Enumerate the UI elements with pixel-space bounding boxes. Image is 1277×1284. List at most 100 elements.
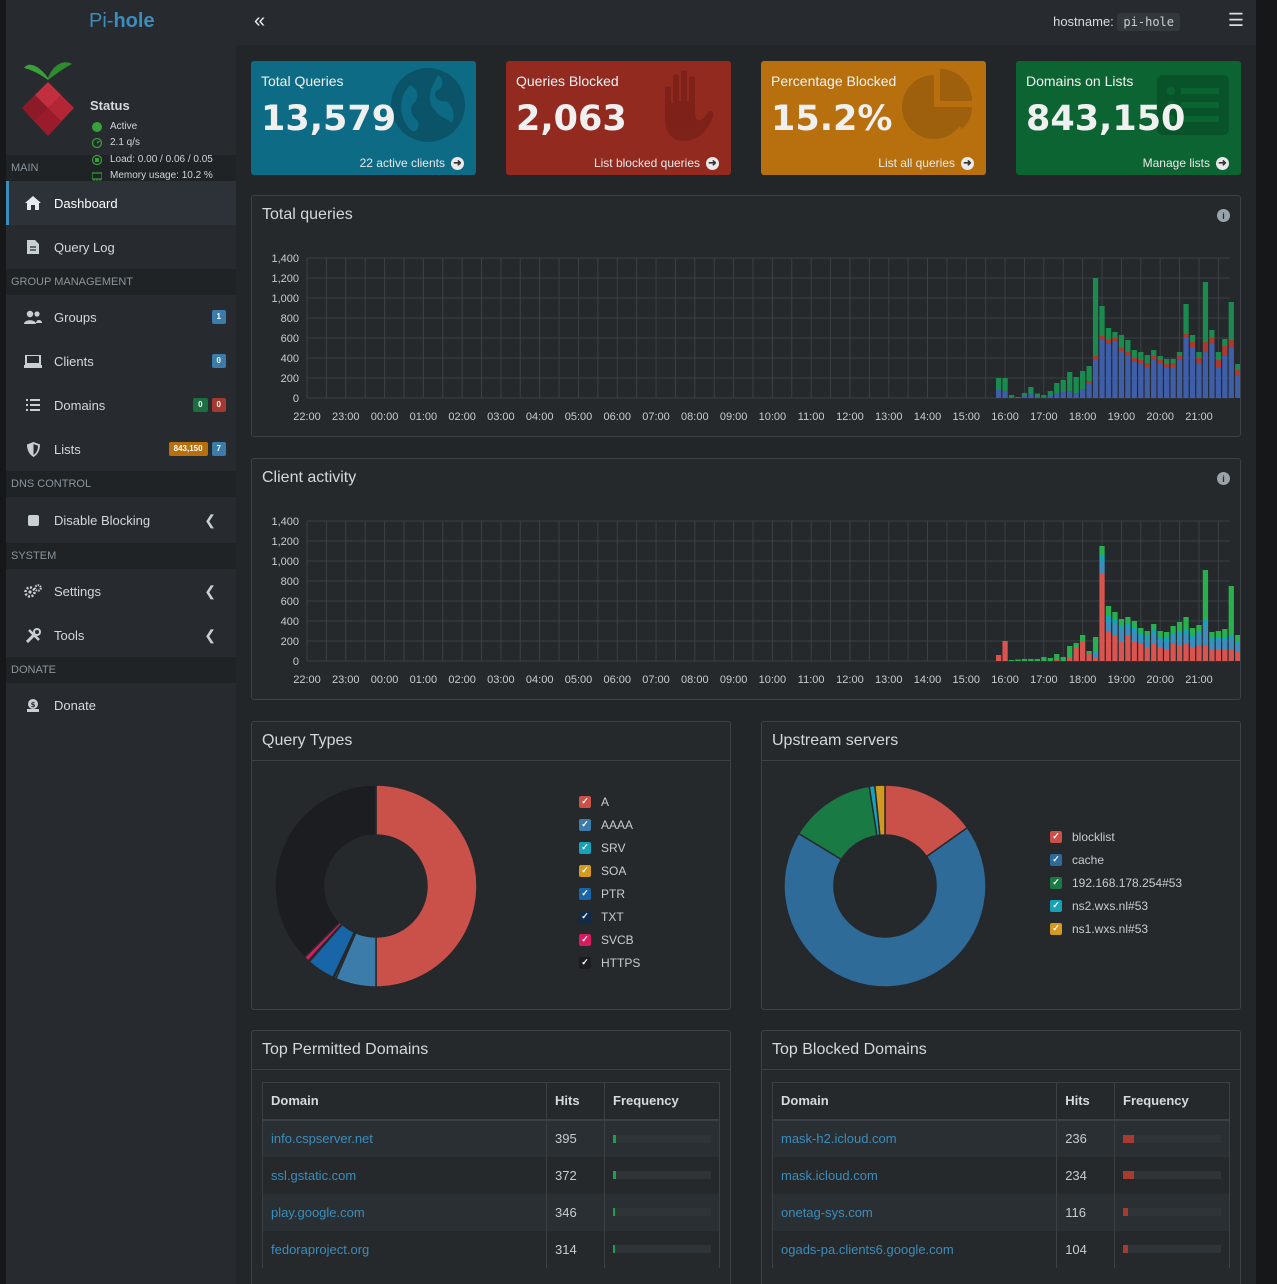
- col-frequency[interactable]: Frequency: [604, 1082, 720, 1121]
- bar-segment: [1222, 346, 1228, 356]
- checkbox-icon[interactable]: ✓: [579, 841, 591, 854]
- table-row: ogads-pa.clients6.google.com 104: [771, 1230, 1230, 1268]
- domain-link[interactable]: mask.icloud.com: [781, 1167, 878, 1183]
- bar-segment: [1183, 617, 1189, 629]
- legend-item[interactable]: ✓ A: [579, 790, 640, 813]
- bar-segment: [1099, 573, 1105, 661]
- x-tick-label: 06:00: [603, 411, 631, 423]
- domain-link[interactable]: onetag-sys.com: [781, 1204, 873, 1220]
- bar-segment: [1209, 330, 1215, 338]
- bar-segment: [1099, 555, 1105, 561]
- checkbox-icon[interactable]: ✓: [1050, 853, 1062, 866]
- tools-icon: [25, 627, 41, 643]
- bar-segment: [1092, 652, 1099, 654]
- legend-item[interactable]: ✓ SVCB: [579, 928, 640, 951]
- y-tick-label: 400: [281, 353, 299, 365]
- sidebar-item-settings[interactable]: Settings ❮: [6, 569, 236, 613]
- checkbox-icon[interactable]: ✓: [1050, 899, 1062, 912]
- sidebar-item-disable-blocking[interactable]: Disable Blocking ❮: [6, 497, 236, 543]
- checkbox-icon[interactable]: ✓: [579, 910, 591, 923]
- stat-label: Queries Blocked: [516, 73, 619, 89]
- y-tick-label: 600: [281, 596, 299, 608]
- domain-link[interactable]: info.cspserver.net: [271, 1131, 373, 1146]
- col-hits[interactable]: Hits: [1056, 1082, 1115, 1121]
- bar-segment: [1202, 342, 1209, 352]
- bar-segment: [1228, 650, 1234, 661]
- sidebar-item-groups[interactable]: Groups 1: [6, 295, 236, 339]
- brand-logo-text[interactable]: Pi-hole: [6, 0, 236, 42]
- sidebar-item-tools[interactable]: Tools ❮: [6, 613, 236, 657]
- stat-footer-link[interactable]: List blocked queries ➜: [594, 156, 719, 170]
- bar-segment: [1008, 660, 1015, 661]
- col-domain[interactable]: Domain: [771, 1082, 1058, 1121]
- arrow-circle-right-icon: ➜: [706, 156, 719, 170]
- bar-segment: [1138, 634, 1144, 637]
- sidebar-item-donate[interactable]: $ Donate: [6, 683, 236, 727]
- legend-item[interactable]: ✓ AAAA: [579, 813, 640, 836]
- checkbox-icon[interactable]: ✓: [579, 864, 591, 877]
- domain-link[interactable]: ssl.gstatic.com: [271, 1167, 357, 1183]
- checkbox-icon[interactable]: ✓: [579, 818, 591, 831]
- col-domain[interactable]: Domain: [262, 1082, 547, 1121]
- info-icon[interactable]: i: [1217, 209, 1230, 222]
- frequency-bar-fill: [1123, 1208, 1129, 1216]
- bar-segment: [1105, 621, 1112, 631]
- top-permitted-panel: Top Permitted Domains Domain Hits Freque…: [251, 1030, 731, 1284]
- col-frequency[interactable]: Frequency: [1114, 1082, 1230, 1121]
- domain-link[interactable]: ogads-pa.clients6.google.com: [781, 1241, 954, 1257]
- x-tick-label: 00:00: [371, 411, 399, 423]
- x-tick-label: 20:00: [1146, 411, 1174, 423]
- hostname-value: pi-hole: [1117, 13, 1180, 31]
- legend-item[interactable]: ✓ ns1.wxs.nl#53: [1050, 917, 1182, 940]
- checkbox-icon[interactable]: ✓: [579, 795, 591, 808]
- sidebar-item-dashboard[interactable]: Dashboard: [6, 181, 236, 225]
- legend-item[interactable]: ✓ SOA: [579, 859, 640, 882]
- stat-footer-link[interactable]: List all queries ➜: [878, 156, 974, 170]
- checkbox-icon[interactable]: ✓: [579, 887, 591, 900]
- legend-label: A: [601, 794, 610, 809]
- bar-segment: [1183, 633, 1189, 643]
- bar-segment: [1099, 306, 1105, 336]
- legend-item[interactable]: ✓ ns2.wxs.nl#53: [1050, 894, 1182, 917]
- legend-item[interactable]: ✓ 192.168.178.254#53: [1050, 871, 1182, 894]
- table-row: ssl.gstatic.com 372: [262, 1156, 720, 1194]
- cell-hits: 372: [546, 1156, 605, 1194]
- bar-segment: [1138, 352, 1144, 360]
- sidebar-toggle-icon[interactable]: «: [254, 10, 266, 32]
- bar-segment: [1209, 638, 1215, 641]
- sidebar-item-query-log[interactable]: Query Log: [6, 225, 236, 269]
- checkbox-icon[interactable]: ✓: [579, 956, 591, 969]
- client-activity-panel: Client activity i 1,400 1,200 1,000 800 600 4…: [251, 458, 1241, 700]
- legend-item[interactable]: ✓ PTR: [579, 882, 640, 905]
- stat-footer-link[interactable]: 22 active clients ➜: [360, 156, 464, 170]
- checkbox-icon[interactable]: ✓: [1050, 830, 1062, 843]
- col-hits[interactable]: Hits: [546, 1082, 605, 1121]
- legend-item[interactable]: ✓ HTTPS: [579, 951, 640, 974]
- bar-segment: [1164, 641, 1170, 649]
- legend-item[interactable]: ✓ cache: [1050, 848, 1182, 871]
- stat-footer-link[interactable]: Manage lists ➜: [1143, 156, 1229, 170]
- checkbox-icon[interactable]: ✓: [1050, 876, 1062, 889]
- bar-segment: [1151, 350, 1157, 356]
- hostname-display: hostname: pi-hole: [1053, 13, 1180, 31]
- section-donate: DONATE: [6, 657, 236, 683]
- domain-link[interactable]: fedoraproject.org: [271, 1241, 370, 1257]
- sidebar-item-clients[interactable]: Clients 0: [6, 339, 236, 383]
- legend-item[interactable]: ✓ TXT: [579, 905, 640, 928]
- checkbox-icon[interactable]: ✓: [1050, 922, 1062, 935]
- checkbox-icon[interactable]: ✓: [579, 933, 591, 946]
- legend-item[interactable]: ✓ blocklist: [1050, 825, 1182, 848]
- x-tick-label: 12:00: [836, 674, 864, 686]
- legend-item[interactable]: ✓ SRV: [579, 836, 640, 859]
- hamburger-menu-icon[interactable]: ☰: [1227, 10, 1244, 30]
- bar-segment: [1086, 654, 1092, 661]
- info-icon[interactable]: i: [1217, 472, 1230, 485]
- domain-link[interactable]: play.google.com: [271, 1204, 365, 1220]
- bar-segment: [1151, 360, 1157, 398]
- domain-link[interactable]: mask-h2.icloud.com: [781, 1131, 897, 1146]
- sidebar-item-label: Disable Blocking: [54, 512, 151, 528]
- sidebar-item-lists[interactable]: Lists 843,150 7: [6, 427, 236, 471]
- bar-segment: [1215, 640, 1221, 649]
- bar-segment: [1131, 358, 1137, 362]
